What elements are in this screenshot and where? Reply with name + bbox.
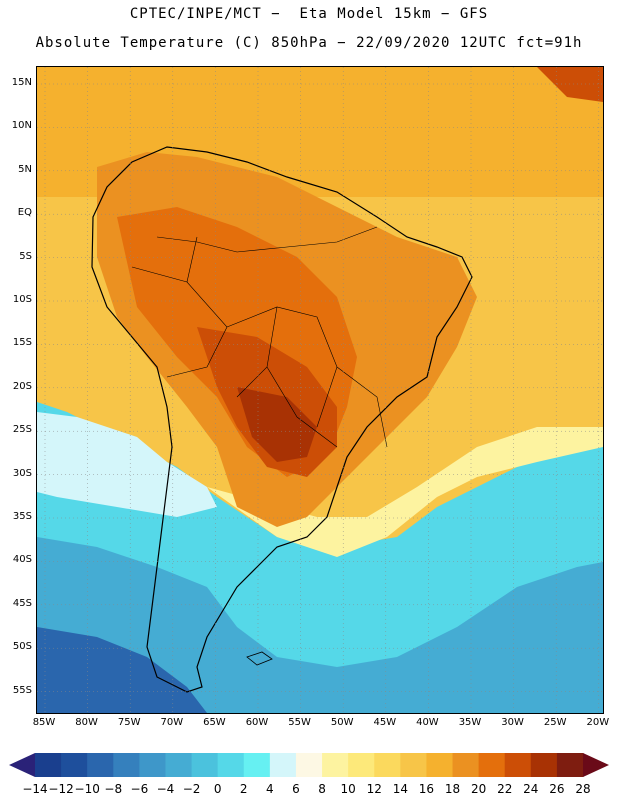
lat-tick-label: 15N xyxy=(11,77,32,88)
lat-tick-label: 5N xyxy=(18,163,32,175)
lon-tick-label: 20W xyxy=(586,717,610,728)
colorbar-swatch xyxy=(217,753,245,777)
temperature-colorbar xyxy=(0,750,618,780)
colorbar-swatch xyxy=(87,753,114,777)
colorbar-tick-label: 8 xyxy=(318,782,326,796)
colorbar-low-arrow xyxy=(9,753,35,777)
lat-tick-label: 55S xyxy=(12,684,32,696)
lon-tick-label: 75W xyxy=(117,717,141,728)
colorbar-swatch xyxy=(191,753,219,777)
south-cold-field xyxy=(37,537,603,713)
colorbar-swatch xyxy=(35,753,62,777)
southwest-coldest-field xyxy=(37,627,207,713)
colorbar-swatch xyxy=(452,753,480,777)
lat-tick-label: 40S xyxy=(12,554,32,566)
colorbar-swatch xyxy=(139,753,166,777)
colorbar-swatch xyxy=(165,753,193,777)
colorbar-swatch xyxy=(243,753,271,777)
pale-transition-band xyxy=(37,412,217,517)
lon-tick-label: 70W xyxy=(160,717,184,728)
temperature-map xyxy=(36,66,604,714)
colorbar-swatch xyxy=(478,753,506,777)
lat-tick-label: EQ xyxy=(17,207,32,219)
lon-tick-label: 50W xyxy=(330,717,354,728)
south-america-coastline xyxy=(91,146,473,693)
colorbar-tick-label: −10 xyxy=(74,782,100,796)
lat-tick-label: 10S xyxy=(12,294,32,305)
colorbar-tick-label: 26 xyxy=(549,782,565,796)
colorbar-tick-label: −8 xyxy=(104,782,123,796)
lat-tick-label: 20S xyxy=(12,380,32,392)
lon-tick-label: 60W xyxy=(245,717,269,728)
lon-tick-label: 30W xyxy=(501,717,524,728)
colorbar-swatch xyxy=(269,753,297,777)
colorbar-swatch xyxy=(530,753,558,777)
colorbar-swatch xyxy=(426,753,454,777)
amazon-river xyxy=(156,226,378,253)
colorbar-swatch xyxy=(348,753,375,777)
country-borders xyxy=(131,236,388,448)
colorbar-tick-label: 10 xyxy=(340,782,356,796)
colorbar-swatch xyxy=(113,753,140,777)
colorbar-high-arrow xyxy=(583,753,609,777)
lon-tick-label: 55W xyxy=(288,717,311,728)
colorbar-tick-label: 18 xyxy=(444,782,461,796)
colorbar-tick-label: 14 xyxy=(392,782,408,796)
colorbar-tick-label: −6 xyxy=(130,782,149,796)
field-title: Absolute Temperature (C) 850hPa − 22/09/… xyxy=(35,35,583,51)
colorbar-swatch xyxy=(504,753,532,777)
colorbar-tick-label: 4 xyxy=(266,782,274,796)
colorbar-tick-label: −4 xyxy=(156,782,175,796)
lat-tick-label: 10N xyxy=(11,120,32,132)
colorbar-tick-label: 6 xyxy=(292,782,300,796)
falkland-islands xyxy=(246,651,273,666)
yellow-transition-band xyxy=(207,427,603,557)
lon-tick-label: 85W xyxy=(32,717,56,728)
colorbar-swatch xyxy=(61,753,88,777)
colorbar-tick-label: 0 xyxy=(213,782,222,796)
colorbar-swatch xyxy=(374,753,401,777)
colorbar-tick-label: 20 xyxy=(470,782,487,796)
colorbar-swatch xyxy=(400,753,427,777)
lat-tick-label: 50S xyxy=(12,641,32,653)
lat-tick-label: 45S xyxy=(12,597,32,609)
lon-tick-label: 35W xyxy=(458,717,482,728)
colorbar-tick-label: 12 xyxy=(366,782,382,796)
northeast-hot-patch xyxy=(537,67,603,102)
colorbar-swatch xyxy=(295,753,323,777)
lat-tick-label: 30S xyxy=(12,467,32,479)
lon-tick-label: 80W xyxy=(75,717,98,728)
lat-tick-label: 5S xyxy=(19,250,32,262)
lon-tick-label: 25W xyxy=(543,717,567,728)
lon-tick-label: 45W xyxy=(373,717,397,728)
continent-hottest-core xyxy=(237,387,317,462)
colorbar-tick-label: 28 xyxy=(575,782,591,796)
lat-tick-label: 25S xyxy=(12,424,32,436)
lon-tick-label: 65W xyxy=(203,717,226,728)
lat-tick-label: 35S xyxy=(12,511,32,522)
colorbar-tick-label: −12 xyxy=(48,782,74,796)
colorbar-tick-label: −2 xyxy=(182,782,201,796)
colorbar-tick-label: 2 xyxy=(239,782,248,796)
colorbar-swatch xyxy=(322,753,349,777)
lat-tick-label: 15S xyxy=(12,337,32,349)
colorbar-swatch xyxy=(556,753,584,777)
model-title: CPTEC/INPE/MCT − Eta Model 15km − GFS xyxy=(129,6,489,22)
colorbar-tick-label: −14 xyxy=(22,782,48,796)
lon-tick-label: 40W xyxy=(416,717,439,728)
colorbar-tick-label: 22 xyxy=(497,782,513,796)
colorbar-tick-label: 24 xyxy=(523,782,539,796)
colorbar-tick-label: 16 xyxy=(418,782,435,796)
